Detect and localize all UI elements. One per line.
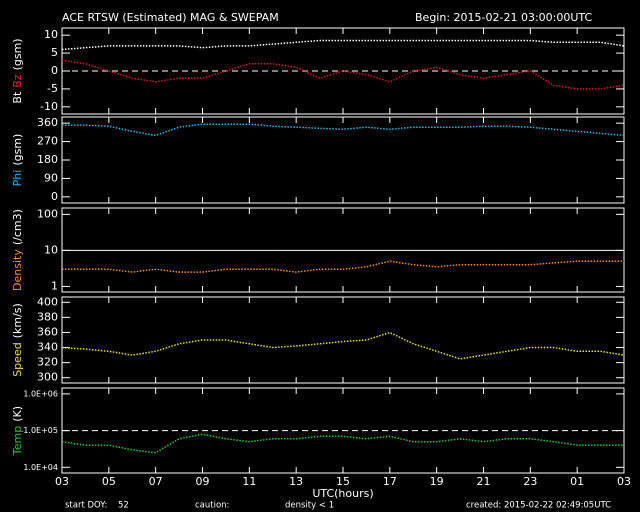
x-tick-label: 21	[477, 475, 491, 488]
x-tick-label: 01	[570, 475, 584, 488]
x-tick-label: 23	[523, 475, 537, 488]
y-axis-label-part: (gsm)	[11, 134, 24, 166]
y-tick-label: 320	[37, 356, 58, 369]
y-axis-label: Density (/cm3)	[11, 209, 24, 291]
x-tick-label: 03	[55, 475, 69, 488]
y-tick-label: 5	[51, 46, 58, 59]
y-tick-label: 360	[37, 116, 58, 129]
x-tick-label: 13	[289, 475, 303, 488]
series-line	[62, 123, 625, 137]
series-line	[61, 59, 625, 90]
y-axis-label-part: (km/s)	[11, 303, 24, 338]
y-axis-label-part: Density	[11, 249, 24, 291]
panel-frame	[61, 116, 625, 204]
x-axis-label: UTC(hours)	[312, 487, 373, 500]
panel-frame	[61, 296, 625, 384]
y-tick-label: 270	[37, 135, 58, 148]
y-tick-label: 1.0E+04	[23, 463, 58, 472]
x-tick-label: 15	[336, 475, 350, 488]
y-axis-label-part: Bt	[11, 91, 24, 104]
series-line	[61, 433, 624, 454]
y-tick-label: 380	[37, 310, 58, 323]
y-tick-label: 10	[44, 243, 58, 256]
y-axis-label-part: (gsm)	[11, 38, 24, 70]
caution-label: caution:	[195, 501, 229, 511]
y-tick-label: 100	[37, 207, 58, 220]
series-line	[62, 260, 624, 273]
y-axis-label-part: Temp	[11, 426, 24, 456]
y-tick-label: 340	[37, 341, 58, 354]
y-axis-label-part: Speed	[11, 342, 24, 376]
x-tick-label: 07	[149, 475, 163, 488]
x-tick-label: 17	[383, 475, 397, 488]
y-axis-label-part: Phi	[11, 170, 24, 187]
x-tick-label: 11	[242, 475, 256, 488]
x-tick-label: 09	[196, 475, 210, 488]
created: created: 2015-02-22 02:49:05UTC	[466, 501, 611, 511]
y-axis-label: Speed (km/s)	[11, 303, 24, 377]
y-tick-label: 300	[37, 371, 58, 384]
y-tick-label: 0	[51, 64, 58, 77]
start-label: start DOY:	[65, 501, 107, 511]
caution: density < 1	[285, 501, 334, 511]
y-tick-label: 360	[37, 325, 58, 338]
y-tick-label: -5	[47, 82, 58, 95]
y-tick-label: 10	[44, 28, 58, 41]
begin-time: Begin: 2015-02-21 03:00:00UTC	[415, 11, 592, 24]
title: ACE RTSW (Estimated) MAG & SWEPAM	[62, 11, 279, 24]
x-tick-label: 05	[102, 475, 116, 488]
y-axis-label-part: (K)	[11, 406, 24, 422]
y-tick-label: 1	[51, 279, 58, 292]
y-axis-label-part: Bz	[11, 74, 24, 88]
y-axis-label: Bt Bz (gsm)	[11, 38, 24, 103]
y-tick-label: 1.0E+06	[23, 389, 58, 398]
y-axis-label-part: (/cm3)	[11, 209, 24, 245]
y-tick-label: 0	[51, 190, 58, 203]
y-tick-label: 90	[44, 171, 58, 184]
y-tick-label: 400	[37, 295, 58, 308]
series-line	[61, 39, 625, 51]
y-axis-label: Phi (gsm)	[11, 134, 24, 187]
y-tick-label: 1.0E+05	[23, 426, 58, 435]
x-tick-label: 03	[617, 475, 631, 488]
y-axis-label: Temp (K)	[11, 406, 24, 456]
y-tick-label: -10	[40, 100, 58, 113]
y-tick-label: 180	[37, 153, 58, 166]
start-doy: 52	[118, 501, 129, 511]
series-line	[61, 331, 625, 360]
x-tick-label: 19	[430, 475, 444, 488]
